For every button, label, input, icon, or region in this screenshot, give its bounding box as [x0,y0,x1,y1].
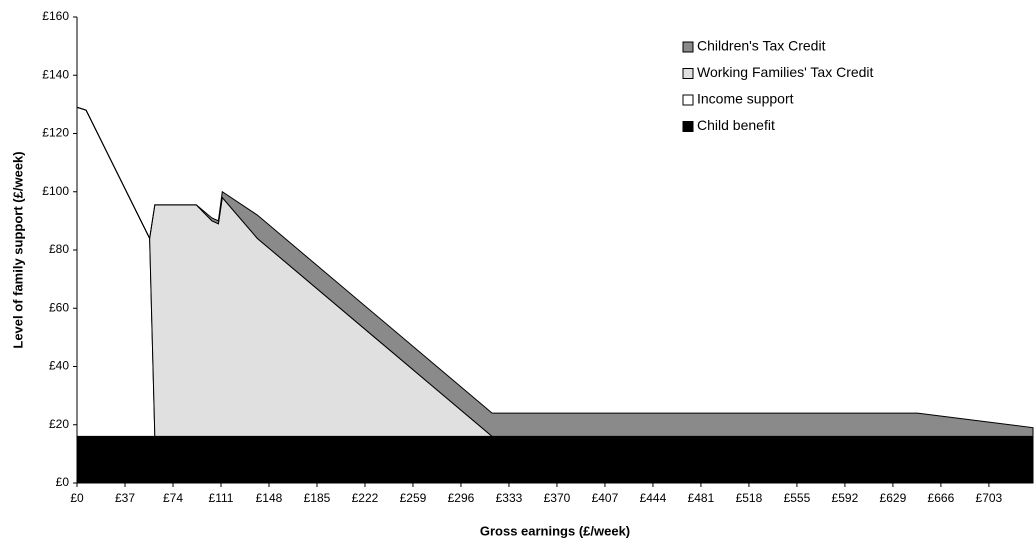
x-tick-label: £74 [163,491,183,505]
y-tick-label: £140 [42,67,69,81]
x-tick-label: £666 [928,491,955,505]
x-tick-label: £629 [880,491,907,505]
x-tick-label: £592 [832,491,859,505]
legend-label: Children's Tax Credit [697,38,826,54]
x-tick-label: £518 [736,491,763,505]
x-tick-label: £407 [592,491,619,505]
legend-swatch [682,41,694,53]
x-tick-label: £370 [544,491,571,505]
x-tick-label: £185 [304,491,331,505]
legend-swatch [682,94,694,106]
y-tick-label: £80 [49,242,69,256]
area [76,435,1034,484]
x-tick-label: £111 [209,491,234,505]
y-tick-label: £0 [56,475,70,489]
y-tick-label: £40 [49,359,69,373]
x-tick-label: £296 [448,491,475,505]
x-tick-label: £444 [640,491,667,505]
legend-swatch [682,68,694,79]
legend-swatch [682,121,694,132]
x-tick-label: £481 [688,491,715,505]
legend-label: Income support [697,91,794,107]
x-tick-label: £148 [256,491,283,505]
x-tick-label: £703 [976,491,1003,505]
y-tick-label: £60 [49,300,69,314]
x-tick-label: £37 [115,491,135,505]
y-tick-label: £100 [42,184,69,198]
area [76,106,1033,437]
x-axis-title: Gross earnings (£/week) [480,523,630,538]
area [76,106,1034,437]
y-tick-label: £20 [49,417,69,431]
y-tick-label: £120 [42,126,69,140]
legend-label: Working Families' Tax Credit [697,64,874,80]
y-tick-label: £160 [42,9,69,23]
x-tick-label: £333 [496,491,523,505]
x-tick-label: £555 [784,491,811,505]
x-tick-label: £0 [70,491,84,505]
x-tick-label: £259 [400,491,427,505]
legend-label: Child benefit [697,117,775,133]
x-tick-label: £222 [352,491,379,505]
y-axis-title: Level of family support (£/week) [10,151,25,348]
